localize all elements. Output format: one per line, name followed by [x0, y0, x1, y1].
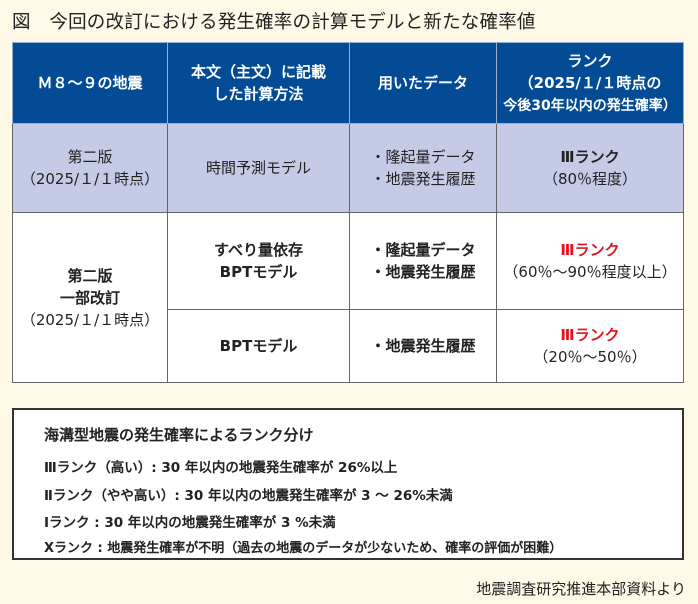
- version-line: 第二版: [67, 148, 113, 166]
- rank-label: Ⅲランク: [560, 241, 620, 259]
- version-cell: 第二版 （2025/１/１時点）: [12, 123, 168, 213]
- rank-cell: Ⅲランク （80％程度）: [496, 123, 684, 213]
- data-item: ・地震発生履歴: [370, 170, 476, 188]
- figure-title: 図 今回の改訂における発生確率の計算モデルと新たな確率値: [12, 12, 536, 33]
- legend-item: Ⅱランク（やや高い）: 30 年以内の地震発生確率が 3 ～ 26%未満: [44, 488, 453, 504]
- header-earthquake: Ｍ８～９の地震: [12, 42, 168, 124]
- version-line: 一部改訂: [59, 288, 120, 307]
- method-cell: BPTモデル: [167, 309, 350, 383]
- probability: （80％程度）: [542, 170, 638, 188]
- rank-label: Ⅲランク: [560, 148, 620, 166]
- header-line: 本文（主文）に記載: [190, 63, 326, 81]
- header-method: 本文（主文）に記載 した計算方法: [167, 42, 350, 124]
- header-data: 用いたデータ: [349, 42, 497, 124]
- method-cell: すべり量依存 BPTモデル: [167, 212, 350, 310]
- table-row: BPTモデル ・地震発生履歴 Ⅲランク （20％～50％）: [13, 309, 684, 383]
- method-cell: 時間予測モデル: [167, 123, 350, 213]
- legend-item: Ⅹランク : 地震発生確率が不明（過去の地震のデータが少ないため、確率の評価が困…: [44, 541, 563, 556]
- legend-item: Ⅰランク : 30 年以内の地震発生確率が 3 %未満: [44, 515, 336, 531]
- version-line: （2025/１/１時点）: [20, 310, 160, 329]
- header-rank: ランク （2025/１/１時点の 今後30年以内の発生確率）: [496, 42, 684, 124]
- rank-cell: Ⅲランク （20％～50％）: [496, 309, 684, 383]
- header-line: した計算方法: [213, 85, 304, 103]
- data-cell: ・隆起量データ ・地震発生履歴: [349, 123, 497, 213]
- rank-legend-box: 海溝型地震の発生確率によるランク分け Ⅲランク（高い）: 30 年以内の地震発生…: [12, 408, 684, 560]
- model-table: Ｍ８～９の地震 本文（主文）に記載 した計算方法 用いたデータ ランク （2025/…: [12, 42, 684, 383]
- table-row: 第二版一部改訂 （2025/１/１時点） すべり量依存 BPTモデル ・隆起量データ…: [12, 212, 684, 383]
- probability: （60％～90％程度以上）: [503, 263, 677, 281]
- source-credit: 地震調査研究推進本部資料より: [476, 580, 686, 598]
- method-line: すべり量依存: [214, 241, 303, 259]
- header-line: （2025/１/１時点の: [518, 73, 662, 92]
- rank-cell: Ⅲランク （60％～90％程度以上）: [496, 212, 684, 310]
- data-cell: ・地震発生履歴: [349, 309, 497, 383]
- table-row: 第二版 （2025/１/１時点） 時間予測モデル ・隆起量データ ・地震発生履歴 Ⅲ…: [12, 123, 684, 213]
- data-item: ・隆起量データ: [370, 241, 476, 259]
- probability: （20％～50％）: [533, 348, 647, 366]
- method-line: BPTモデル: [219, 263, 298, 281]
- data-cell: ・隆起量データ ・地震発生履歴: [349, 212, 497, 310]
- version-line: 第二版: [67, 266, 113, 285]
- version-line: （2025/１/１時点）: [20, 170, 160, 188]
- data-item: ・隆起量データ: [370, 148, 476, 166]
- data-item: ・地震発生履歴: [370, 263, 476, 281]
- version-cell: 第二版一部改訂 （2025/１/１時点）: [12, 212, 168, 383]
- header-line: 今後30年以内の発生確率）: [503, 97, 677, 114]
- rank-label: Ⅲランク: [560, 326, 620, 344]
- legend-heading: 海溝型地震の発生確率によるランク分け: [44, 426, 314, 444]
- legend-item: Ⅲランク（高い）: 30 年以内の地震発生確率が 26%以上: [44, 460, 398, 476]
- header-row: Ｍ８～９の地震 本文（主文）に記載 した計算方法 用いたデータ ランク （2025/…: [12, 42, 684, 124]
- data-item: ・地震発生履歴: [370, 337, 476, 355]
- header-line: ランク: [567, 51, 613, 70]
